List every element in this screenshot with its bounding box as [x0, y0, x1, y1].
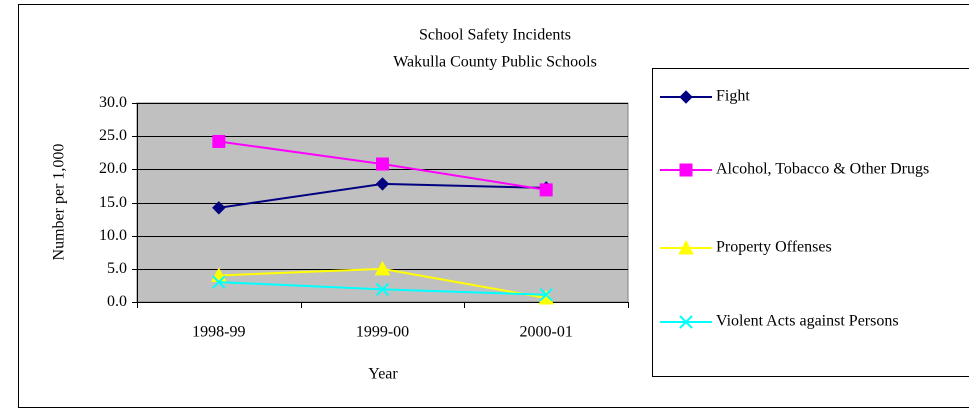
data-point	[212, 134, 226, 148]
x-axis-label: Year	[368, 366, 398, 383]
y-tick-label: 0.0	[107, 293, 127, 310]
legend-label: Violent Acts against Persons	[716, 313, 899, 330]
x-tick-label: 2000-01	[520, 324, 573, 341]
y-tick-label: 25.0	[99, 127, 127, 144]
data-point	[539, 183, 553, 197]
data-point	[376, 157, 389, 171]
data-point	[212, 201, 226, 215]
legend-marker	[679, 315, 693, 329]
legend-label: Property Offenses	[716, 239, 832, 256]
x-tick-label: 1998-99	[192, 324, 245, 341]
y-axis-label: Number per 1,000	[51, 144, 68, 261]
legend-label: Alcohol, Tobacco & Other Drugs	[716, 161, 929, 178]
chart-subtitle: Wakulla County Public Schools	[393, 54, 597, 71]
data-point	[539, 287, 553, 302]
legend-marker	[679, 90, 693, 104]
y-tick-label: 20.0	[99, 160, 127, 177]
legend-marker	[678, 239, 694, 255]
data-point	[375, 177, 390, 191]
data-point	[212, 275, 226, 289]
data-point	[375, 282, 390, 297]
data-point	[374, 260, 391, 276]
y-tick-label: 15.0	[99, 194, 127, 211]
x-tick-label: 1999-00	[356, 324, 409, 341]
legend-marker	[679, 163, 693, 177]
y-tick-label: 10.0	[99, 227, 127, 244]
legend-box	[652, 68, 969, 377]
y-tick-label: 30.0	[99, 94, 127, 111]
y-tick-label: 5.0	[107, 260, 127, 277]
legend-label: Fight	[716, 88, 750, 105]
chart-title: School Safety Incidents	[419, 27, 571, 44]
